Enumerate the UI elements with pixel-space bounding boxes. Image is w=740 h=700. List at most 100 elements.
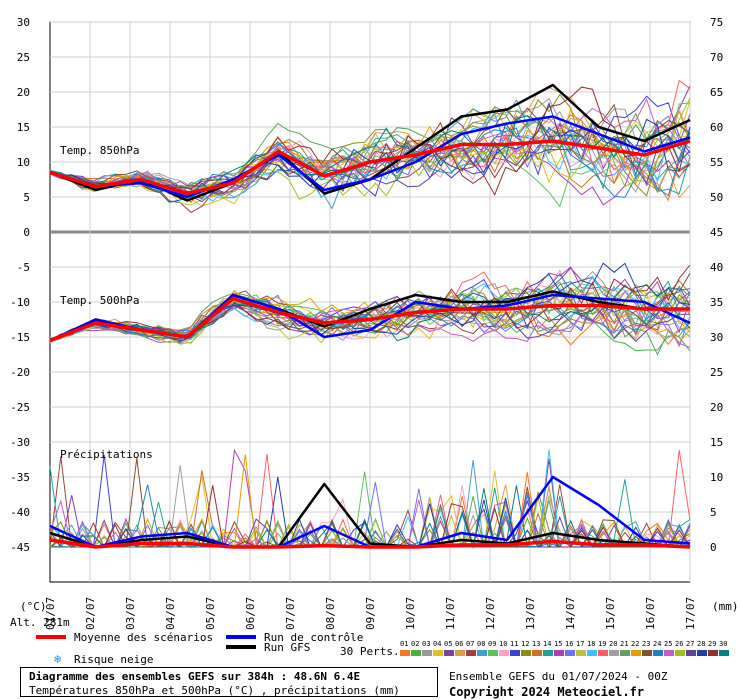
x-tick-label: 10/07 <box>404 597 417 630</box>
pert-number-label: 08 <box>477 640 485 648</box>
panel-label-precip: Précipitations <box>60 448 153 461</box>
legend-mean-label: Moyenne des scénarios <box>74 631 213 644</box>
pert-color-swatch <box>466 650 476 656</box>
t850-mean-line <box>49 139 691 196</box>
pert-number-label: 05 <box>444 640 452 648</box>
ensemble-member-t850 <box>49 115 691 203</box>
pert-number-label: 21 <box>620 640 628 648</box>
right-tick-label: 60 <box>710 121 723 134</box>
pert-color-swatch <box>587 650 597 656</box>
altitude-label: Alt. 281m <box>10 616 70 629</box>
ensemble-member-t850 <box>49 126 691 198</box>
right-tick-label: 10 <box>710 471 723 484</box>
x-tick-label: 05/07 <box>204 597 217 630</box>
pert-color-swatch <box>609 650 619 656</box>
right-tick-label: 50 <box>710 191 723 204</box>
x-tick-label: 06/07 <box>244 597 257 630</box>
left-tick-label: -35 <box>10 471 30 484</box>
right-unit-label: (mm) <box>712 600 739 613</box>
x-tick-label: 03/07 <box>124 597 137 630</box>
precip-gfs-line <box>49 482 691 549</box>
pert-number-label: 26 <box>675 640 683 648</box>
x-tick-label: 17/07 <box>684 597 697 630</box>
left-tick-label: -10 <box>10 296 30 309</box>
pert-number-label: 14 <box>543 640 551 648</box>
pert-number-label: 19 <box>598 640 606 648</box>
ensemble-member-t850 <box>49 103 691 194</box>
right-tick-label: 40 <box>710 261 723 274</box>
pert-color-swatch <box>521 650 531 656</box>
pert-color-swatch <box>510 650 520 656</box>
left-unit-label: (°C) <box>20 600 47 613</box>
legend-perts-label: 30 Perts. <box>340 645 400 658</box>
precip-mean-line <box>49 538 691 549</box>
pert-color-swatch <box>477 650 487 656</box>
right-tick-label: 70 <box>710 51 723 64</box>
run-info: Ensemble GEFS du 01/07/2024 - 00Z <box>449 670 668 683</box>
pert-number-label: 10 <box>499 640 507 648</box>
x-tick-label: 13/07 <box>524 597 537 630</box>
right-tick-label: 45 <box>710 226 723 239</box>
pert-color-swatch <box>675 650 685 656</box>
pert-color-swatch <box>554 650 564 656</box>
pert-color-swatch <box>598 650 608 656</box>
t500-mean-line <box>49 296 690 343</box>
left-tick-label: -30 <box>10 436 30 449</box>
left-tick-label: 25 <box>17 51 30 64</box>
pert-number-label: 04 <box>433 640 441 648</box>
pert-number-label: 17 <box>576 640 584 648</box>
right-tick-label: 25 <box>710 366 723 379</box>
pert-color-swatch <box>532 650 542 656</box>
pert-number-label: 01 <box>400 640 408 648</box>
ensemble-member-t850 <box>49 130 691 206</box>
ensemble-member-t850 <box>49 98 691 196</box>
pert-number-label: 12 <box>521 640 529 648</box>
left-tick-label: -15 <box>10 331 30 344</box>
right-tick-label: 15 <box>710 436 723 449</box>
ensemble-member-t500 <box>49 272 691 342</box>
pert-color-swatch <box>631 650 641 656</box>
pert-color-swatch <box>422 650 432 656</box>
pert-number-label: 30 <box>719 640 727 648</box>
x-tick-label: 02/07 <box>84 597 97 630</box>
pert-number-label: 02 <box>411 640 419 648</box>
x-tick-label: 11/07 <box>444 597 457 630</box>
pert-color-swatch <box>444 650 454 656</box>
pert-number-label: 11 <box>510 640 518 648</box>
pert-number-label: 22 <box>631 640 639 648</box>
right-tick-label: 5 <box>710 506 717 519</box>
pert-color-swatch <box>686 650 696 656</box>
legend-snow-label: Risque neige <box>74 653 153 666</box>
legend-control-label: Run de contrôle <box>264 631 363 644</box>
left-tick-label: 5 <box>23 191 30 204</box>
snowflake-icon: ❄ <box>54 652 61 666</box>
right-tick-label: 0 <box>710 541 717 554</box>
t850-control-line <box>49 115 691 199</box>
right-tick-label: 20 <box>710 401 723 414</box>
x-tick-label: 08/07 <box>324 597 337 630</box>
left-tick-label: -40 <box>10 506 30 519</box>
right-tick-label: 75 <box>710 16 723 29</box>
pert-number-label: 15 <box>554 640 562 648</box>
pert-color-swatch <box>719 650 729 656</box>
x-tick-label: 09/07 <box>364 597 377 630</box>
footer-subtitle: Températures 850hPa et 500hPa (°C) , pré… <box>29 684 400 697</box>
x-tick-label: 16/07 <box>644 597 657 630</box>
pert-number-label: 13 <box>532 640 540 648</box>
right-tick-label: 35 <box>710 296 723 309</box>
panel-label-t850: Temp. 850hPa <box>60 144 139 157</box>
left-tick-label: 0 <box>23 226 30 239</box>
pert-number-label: 16 <box>565 640 573 648</box>
ensemble-member-t500 <box>49 295 691 343</box>
pert-number-label: 28 <box>697 640 705 648</box>
pert-number-label: 03 <box>422 640 430 648</box>
footer-box: Diagramme des ensembles GEFS sur 384h : … <box>20 667 438 697</box>
left-tick-label: 20 <box>17 86 30 99</box>
pert-color-swatch <box>488 650 498 656</box>
x-tick-label: 04/07 <box>164 597 177 630</box>
pert-color-swatch <box>499 650 509 656</box>
pert-color-swatch <box>400 650 410 656</box>
left-tick-label: 10 <box>17 156 30 169</box>
